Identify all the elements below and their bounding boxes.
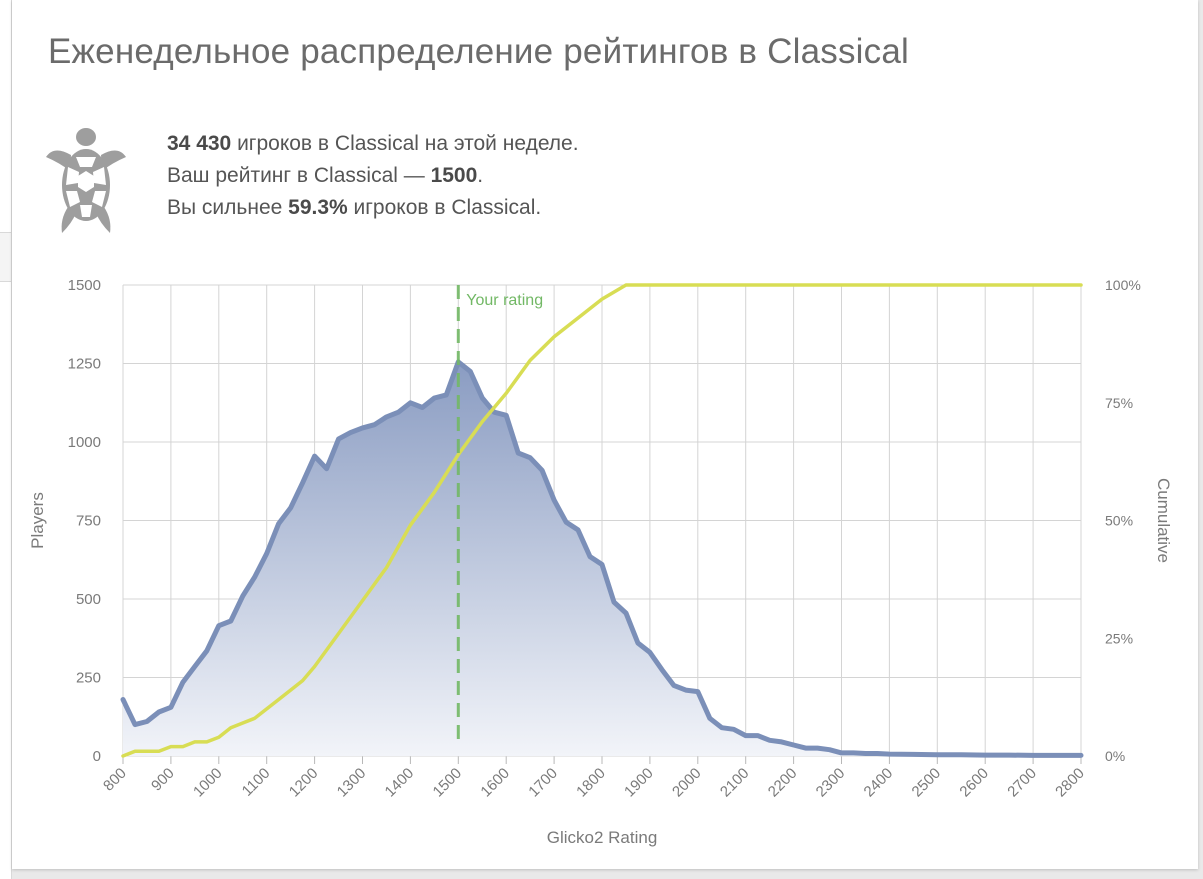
- y-right-tick-label: 50%: [1105, 513, 1133, 529]
- x-tick-label: 2700: [1004, 765, 1040, 801]
- x-tick-label: 1900: [621, 765, 657, 801]
- y-right-tick-label: 100%: [1105, 277, 1141, 293]
- y-right-tick-label: 25%: [1105, 630, 1133, 646]
- x-tick-label: 1200: [286, 765, 322, 801]
- your-rating-value: 1500: [430, 164, 478, 187]
- cumulative-line: [121, 283, 1083, 758]
- rating-distribution-chart: Your rating 800 900 1000 1100 1200 1300 1400 15…: [28, 277, 1173, 847]
- x-tick-label: 1800: [573, 765, 609, 801]
- x-tick-label: 1000: [190, 765, 226, 801]
- x-axis-title: Glicko2 Rating: [547, 828, 658, 847]
- x-tick-label: 2500: [909, 765, 945, 801]
- x-tick-label: 2200: [765, 765, 801, 801]
- percentile-suffix: игроков в Classical.: [347, 196, 542, 219]
- left-sidebar-edge: [0, 0, 12, 879]
- x-tick-label: 2300: [813, 765, 849, 801]
- your-rating-prefix: Ваш рейтинг в Classical —: [167, 164, 431, 187]
- y-right-axis-title: Cumulative: [1154, 478, 1173, 563]
- x-tick-label: 2100: [717, 765, 753, 801]
- x-tick-label: 1300: [334, 765, 370, 801]
- percentile-line: Вы сильнее 59.3% игроков в Classical.: [167, 192, 579, 224]
- players-count-line: 34 430 игроков в Classical на этой недел…: [167, 128, 579, 160]
- your-rating-marker: Your rating: [456, 285, 543, 746]
- players-line: [120, 359, 1084, 758]
- cumulative-series: [121, 283, 1083, 758]
- page-title: Еженедельное распределение рейтингов в C…: [48, 32, 909, 71]
- y-left-tick-label: 1000: [68, 434, 101, 451]
- x-tick-label: 2000: [669, 765, 705, 801]
- y-left-tick-label: 250: [76, 670, 101, 687]
- x-tick-label: 1700: [525, 765, 561, 801]
- x-tick-label: 1400: [382, 765, 418, 801]
- x-tick-label: 2400: [861, 765, 897, 801]
- y-right-tick-label: 0%: [1105, 748, 1125, 764]
- left-sidebar-divider: [0, 232, 11, 282]
- y-left-tick-label: 1250: [68, 356, 101, 373]
- x-tick-label: 1500: [430, 765, 466, 801]
- players-area: [123, 361, 1081, 756]
- percentile-value: 59.3%: [288, 196, 348, 219]
- percentile-prefix: Вы сильнее: [167, 196, 289, 219]
- x-tick-label: 900: [148, 765, 178, 795]
- players-series: [120, 359, 1084, 758]
- your-rating-suffix: .: [477, 164, 484, 187]
- x-tick-label: 1100: [239, 765, 274, 800]
- your-rating-line: Ваш рейтинг в Classical — 1500.: [167, 160, 579, 192]
- y-left-axis-title: Players: [28, 492, 47, 549]
- players-count-text: игроков в Classical на этой неделе.: [231, 132, 579, 155]
- players-count: 34 430: [167, 132, 232, 155]
- y-left-tick-label: 0: [93, 748, 101, 765]
- x-tick-label: 2600: [956, 765, 992, 801]
- y-left-tick-label: 750: [76, 513, 101, 530]
- y-left-tick-label: 500: [76, 591, 101, 608]
- y-right-tick-label: 75%: [1105, 395, 1133, 411]
- rating-summary: 34 430 игроков в Classical на этой недел…: [167, 128, 579, 224]
- x-tick-label: 1600: [477, 765, 513, 801]
- turtle-icon: [46, 128, 126, 233]
- x-tick-label: 2800: [1052, 765, 1088, 801]
- your-rating-label: Your rating: [466, 292, 543, 309]
- y-left-tick-label: 1500: [68, 277, 101, 294]
- x-tick-label: 800: [100, 765, 130, 795]
